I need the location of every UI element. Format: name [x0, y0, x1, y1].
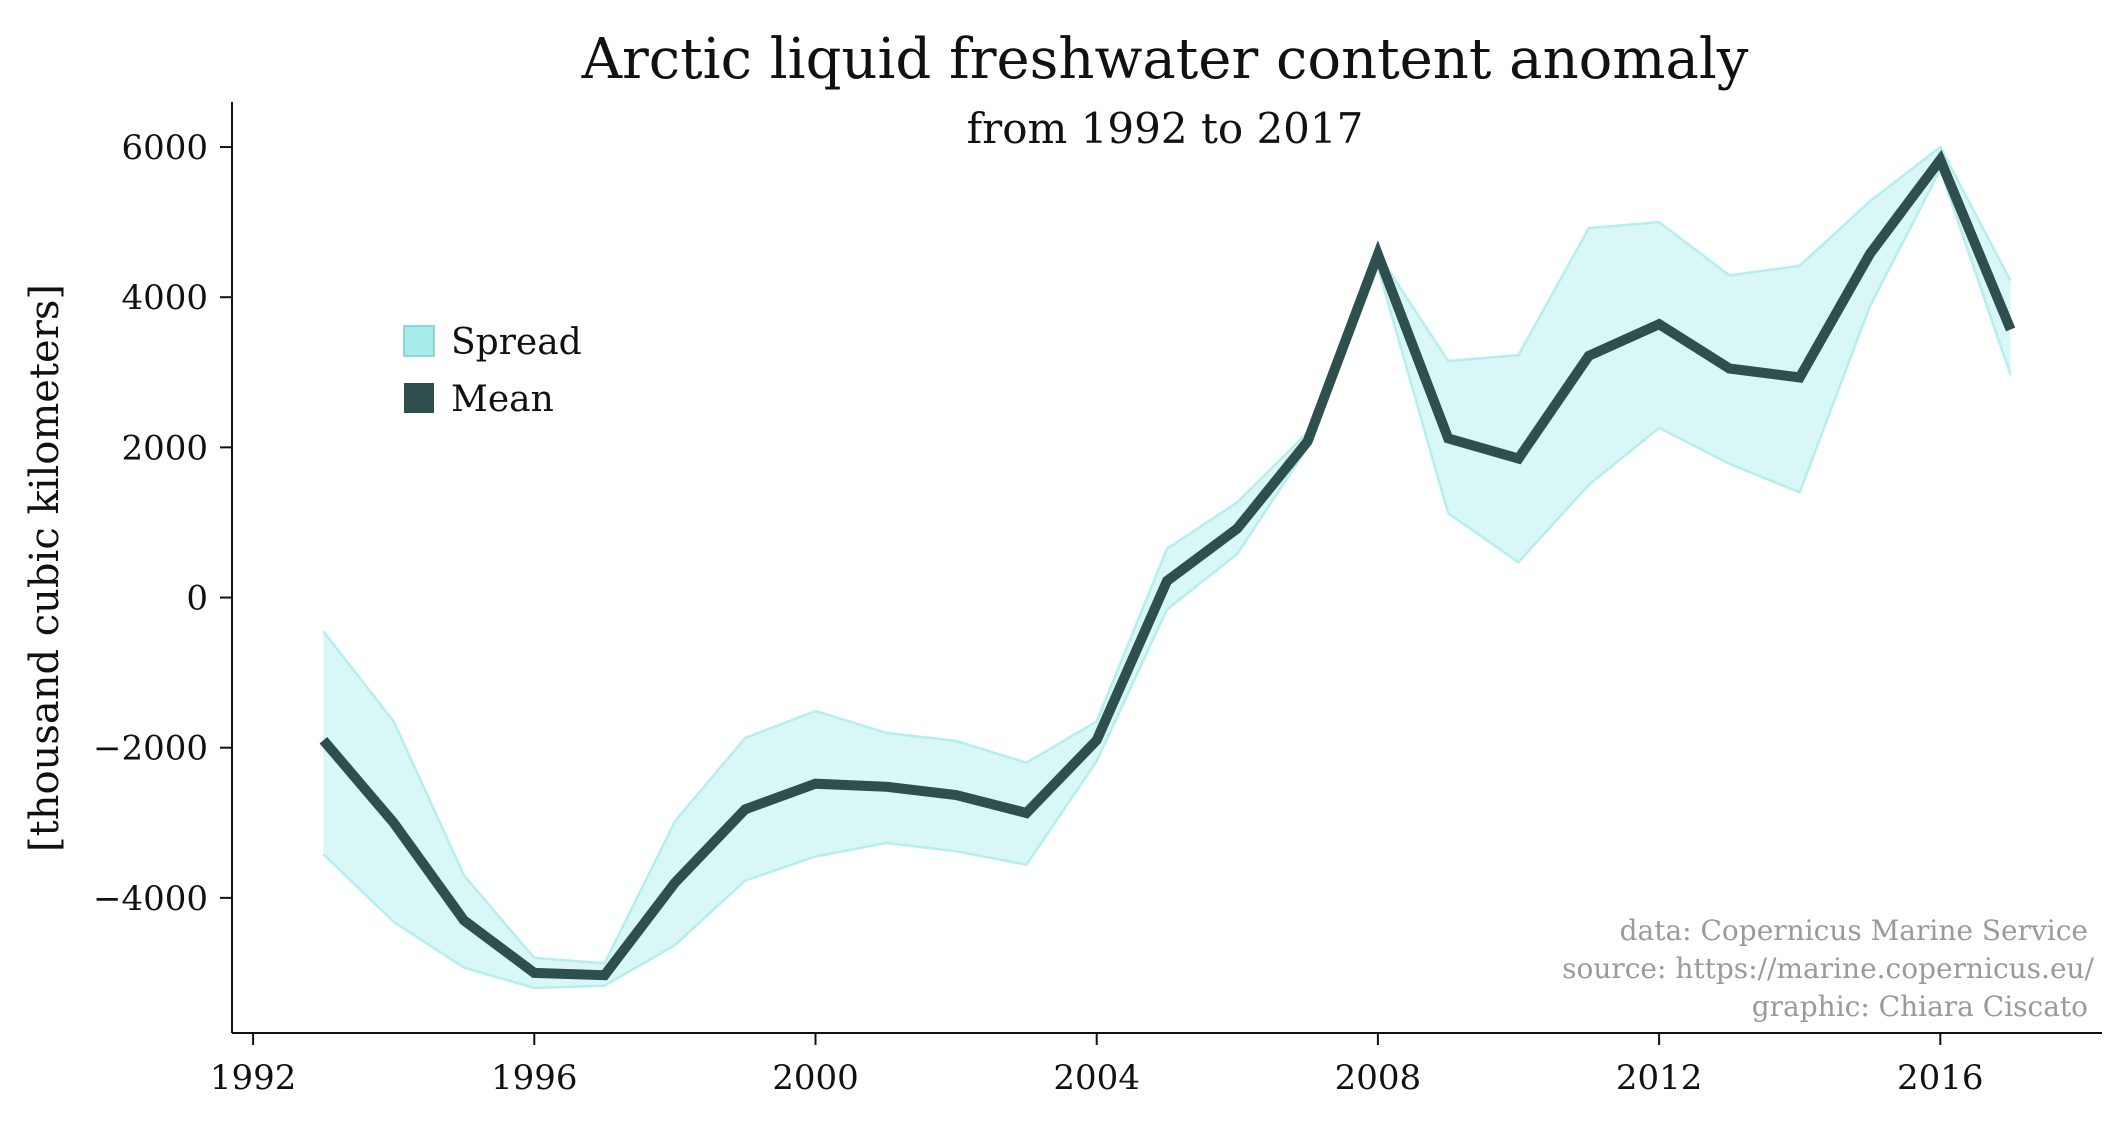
- mean-point: [1868, 252, 1872, 256]
- y-tick-label: −4000: [93, 879, 208, 919]
- x-tick-label: 2016: [1897, 1058, 1984, 1098]
- mean-point: [532, 971, 536, 975]
- y-axis-ticks: 6000 4000 2000 0 −2000 −4000: [93, 128, 232, 919]
- legend-label-spread: Spread: [451, 322, 582, 363]
- x-tick-label: 1992: [210, 1058, 297, 1098]
- mean-point: [743, 807, 747, 811]
- spread-band-layer: [322, 145, 2012, 990]
- y-tick-label: −2000: [93, 729, 208, 769]
- mean-point: [1727, 367, 1731, 371]
- spread-upper-edge: [322, 145, 2012, 965]
- x-tick-label: 1996: [491, 1058, 578, 1098]
- mean-point: [1376, 252, 1380, 256]
- mean-point: [462, 918, 466, 922]
- mean-point: [1235, 527, 1239, 531]
- mean-point: [1798, 376, 1802, 380]
- y-tick-label: 0: [186, 579, 208, 619]
- x-tick-label: 2004: [1053, 1058, 1140, 1098]
- mean-point: [954, 793, 958, 797]
- chart-subtitle: from 1992 to 2017: [967, 104, 1364, 153]
- credit-graphic: graphic: Chiara Ciscato: [1752, 990, 2088, 1023]
- y-tick-label: 6000: [121, 128, 208, 168]
- mean-point: [321, 738, 325, 742]
- spread-band: [323, 147, 2011, 988]
- spread-lower-edge: [322, 166, 2012, 990]
- mean-point: [1587, 354, 1591, 358]
- mean-point: [1306, 439, 1310, 443]
- mean-point: [1095, 738, 1099, 742]
- credit-data: data: Copernicus Marine Service: [1620, 914, 2088, 947]
- legend-swatch-spread: [403, 325, 435, 357]
- y-tick-label: 2000: [121, 428, 208, 468]
- x-tick-label: 2008: [1335, 1058, 1422, 1098]
- mean-line-layer: [319, 149, 2016, 981]
- mean-point: [1938, 158, 1942, 162]
- mean-point: [1165, 579, 1169, 583]
- mean-point: [1517, 457, 1521, 461]
- x-axis-ticks: 1992 1996 2000 2004 2008 2012 2016: [210, 1033, 1984, 1098]
- mean-point: [603, 973, 607, 977]
- chart-title: Arctic liquid freshwater content anomaly: [581, 27, 1749, 92]
- mean-point: [1657, 322, 1661, 326]
- mean-point: [392, 821, 396, 825]
- x-tick-label: 2012: [1616, 1058, 1703, 1098]
- y-tick-label: 4000: [121, 278, 208, 318]
- mean-point: [1024, 811, 1028, 815]
- y-axis-label: [thousand cubic kilometers]: [22, 284, 68, 852]
- mean-point: [2009, 328, 2013, 332]
- mean-point: [1446, 436, 1450, 440]
- mean-point: [673, 881, 677, 885]
- mean-point: [884, 785, 888, 789]
- mean-line: [319, 149, 2016, 981]
- credit-source: source: https://marine.copernicus.eu/: [1562, 952, 2094, 985]
- legend: Spread Mean: [403, 322, 582, 420]
- legend-swatch-mean: [404, 383, 434, 413]
- legend-label-mean: Mean: [451, 379, 554, 420]
- x-tick-label: 2000: [772, 1058, 859, 1098]
- mean-point: [814, 782, 818, 786]
